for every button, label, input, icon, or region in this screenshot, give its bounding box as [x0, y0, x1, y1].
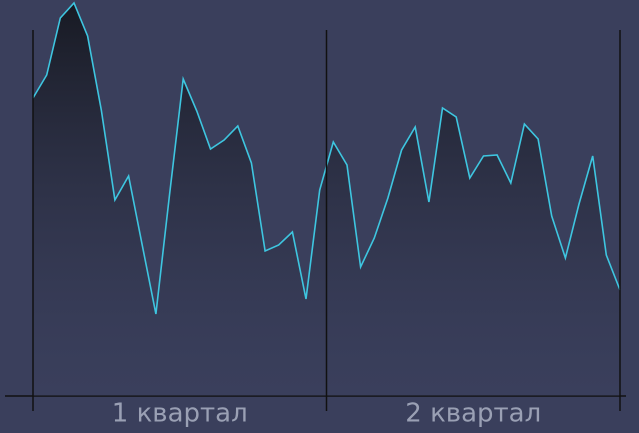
x-tick-label: 1 квартал — [112, 399, 248, 429]
x-tick-label: 2 квартал — [405, 399, 541, 429]
